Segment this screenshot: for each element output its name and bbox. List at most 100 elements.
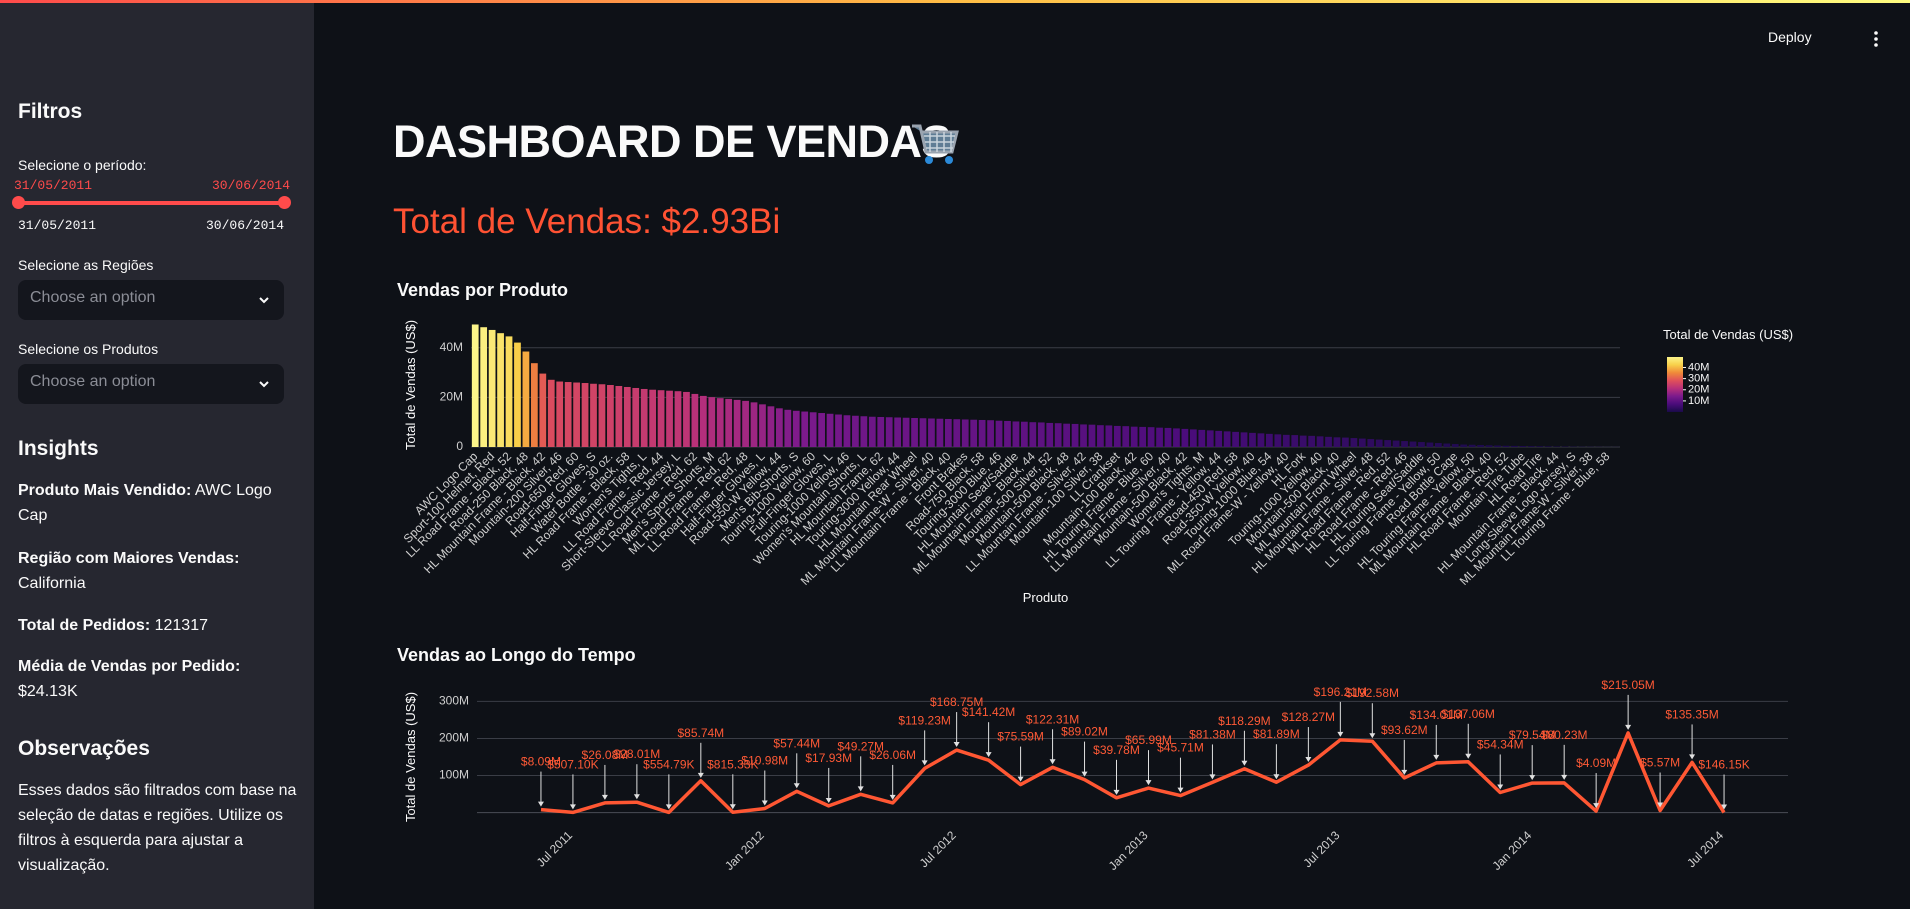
bar [868,416,876,447]
insight: Total de Pedidos: 121317 [18,613,288,638]
data-label: $141.42M [962,705,1015,719]
bar [1460,444,1468,447]
bar [843,415,851,447]
bar [632,387,640,447]
data-label: $196.21M [1314,685,1367,699]
x-tick-label: Jul 2013 [1300,828,1342,870]
menu-icon[interactable] [1870,30,1882,48]
bar [1097,425,1104,447]
bar [699,395,707,447]
sales-line [540,731,1726,815]
regions-select[interactable]: Choose an option [18,280,284,320]
bar [1367,439,1375,447]
bar [818,413,825,447]
bar [826,413,834,447]
bar [522,351,530,447]
annotation-arrowhead [1625,724,1632,730]
deploy-button[interactable]: Deploy [1768,29,1812,45]
bar [1536,446,1544,447]
colorbar [1667,357,1683,412]
bar [750,402,758,447]
bar [1088,424,1096,447]
insight-value: 121317 [154,617,208,634]
bar [1333,437,1341,447]
annotation-arrowhead [537,801,544,807]
annotation-arrowhead [1465,753,1472,759]
data-label: $134.01M [1410,708,1463,722]
annotation-arrowhead [1337,731,1344,737]
annotation-arrowhead [761,800,768,806]
bar [801,411,809,447]
bar [809,412,817,447]
bar [894,417,902,447]
slider-end-value: 30/06/2014 [211,178,290,193]
bar [1198,429,1206,447]
bar [573,382,580,447]
products-select[interactable]: Choose an option [18,364,284,404]
bar [1012,421,1020,447]
bar [987,420,994,447]
bar [1054,423,1062,447]
y-tick-label: 200M [439,731,469,745]
bar [564,382,572,447]
bar [860,416,868,447]
data-label: $135.35M [1665,707,1718,721]
data-label: $57.44M [773,736,820,750]
annotation-arrowhead [921,760,928,766]
bar [1266,433,1273,447]
bar [725,398,733,447]
data-label: $54.34M [1477,737,1524,751]
bar [598,384,606,447]
data-label: $79.54M [1509,728,1556,742]
data-label: $122.31M [1026,712,1079,726]
colorbar-tick-label: 30M [1688,373,1709,385]
bar [1316,436,1324,447]
x-tick-label: Jul 2012 [917,828,959,870]
annotation-arrowhead [1369,733,1376,739]
bar [1511,445,1518,447]
bar [784,409,792,447]
annotation-arrowhead [729,804,736,810]
bar [1105,425,1113,447]
annotation-arrowhead [665,804,672,810]
y-tick-label: 20M [440,390,463,404]
annotation-arrowhead [1689,754,1696,760]
bar [1004,420,1011,447]
bar [691,393,699,447]
bar [514,342,521,447]
data-label: $39.78M [1093,743,1140,757]
bar [1232,431,1239,447]
bar [885,417,893,447]
insight-value: $24.13K [18,683,78,700]
bar [1350,438,1358,447]
sidebar: Filtros Selecione o período: 31/05/2011 … [0,3,314,909]
x-axis-title: Produto [1023,590,1069,605]
bar [547,379,555,447]
regions-label: Selecione as Regiões [18,257,154,273]
annotation-arrowhead [1433,754,1440,760]
bar [792,410,800,447]
annotation-arrowhead [1529,775,1536,781]
data-label: $815.33K [707,757,758,771]
bar [471,324,479,447]
data-label: $49.27M [837,739,884,753]
x-tick-label: Jul 2011 [534,828,576,870]
annotation-arrowhead [825,797,832,803]
regions-placeholder: Choose an option [30,289,156,306]
bar [928,418,935,447]
data-label: $4.09M [1576,756,1616,770]
annotation-arrowhead [793,783,800,789]
slider-thumb-end[interactable] [278,196,291,209]
annotation-arrowhead [1177,787,1184,793]
slider-thumb-start[interactable] [12,196,25,209]
bar [1299,435,1307,447]
bar [581,383,589,447]
bar [1139,426,1147,447]
bar [1189,429,1197,447]
insight: Região com Maiores Vendas: California [18,546,288,596]
insight-value: California [18,575,86,592]
filters-title: Filtros [18,100,83,123]
bar [1527,446,1535,447]
bar [590,383,597,447]
annotation-arrowhead [1305,757,1312,763]
